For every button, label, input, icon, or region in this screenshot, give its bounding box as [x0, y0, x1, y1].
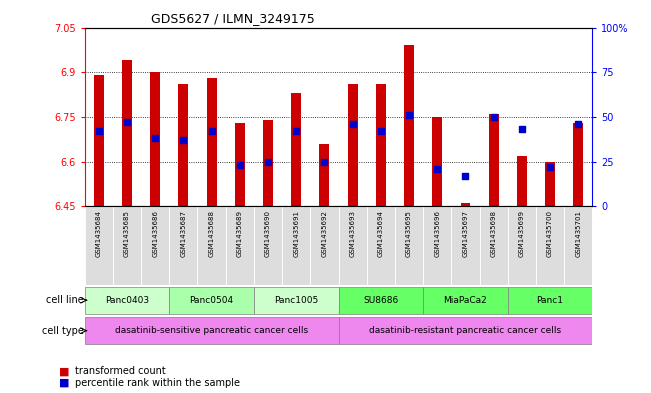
Text: ■: ■ [59, 366, 69, 376]
FancyBboxPatch shape [141, 206, 169, 285]
Bar [432, 117, 442, 206]
Point [263, 158, 273, 165]
Point [573, 121, 583, 127]
Bar [122, 60, 132, 206]
FancyBboxPatch shape [480, 206, 508, 285]
Bar [263, 120, 273, 206]
Text: MiaPaCa2: MiaPaCa2 [443, 296, 488, 305]
Bar [517, 156, 527, 206]
FancyBboxPatch shape [564, 206, 592, 285]
FancyBboxPatch shape [339, 317, 592, 344]
Text: cell line: cell line [46, 295, 84, 305]
FancyBboxPatch shape [113, 206, 141, 285]
FancyBboxPatch shape [311, 206, 339, 285]
Bar [376, 84, 386, 206]
FancyBboxPatch shape [536, 206, 564, 285]
Text: GSM1435694: GSM1435694 [378, 210, 384, 257]
Point [348, 121, 358, 127]
FancyBboxPatch shape [339, 286, 423, 314]
Text: GSM1435697: GSM1435697 [462, 210, 469, 257]
Text: GSM1435699: GSM1435699 [519, 210, 525, 257]
Text: GSM1435689: GSM1435689 [237, 210, 243, 257]
Text: transformed count: transformed count [75, 366, 165, 376]
Bar [94, 75, 104, 206]
FancyBboxPatch shape [226, 206, 254, 285]
Text: GSM1435688: GSM1435688 [208, 210, 215, 257]
Text: GSM1435690: GSM1435690 [265, 210, 271, 257]
FancyBboxPatch shape [367, 206, 395, 285]
Text: GDS5627 / ILMN_3249175: GDS5627 / ILMN_3249175 [150, 12, 314, 25]
FancyBboxPatch shape [339, 206, 367, 285]
FancyBboxPatch shape [85, 317, 339, 344]
Point [206, 128, 217, 134]
Text: cell type: cell type [42, 326, 84, 336]
Point [545, 164, 555, 170]
Text: Panc0504: Panc0504 [189, 296, 234, 305]
Point [432, 165, 443, 172]
FancyBboxPatch shape [197, 206, 226, 285]
FancyBboxPatch shape [508, 206, 536, 285]
Text: dasatinib-resistant pancreatic cancer cells: dasatinib-resistant pancreatic cancer ce… [369, 326, 562, 335]
Text: GSM1435685: GSM1435685 [124, 210, 130, 257]
FancyBboxPatch shape [282, 206, 311, 285]
Point [460, 173, 471, 179]
Text: GSM1435686: GSM1435686 [152, 210, 158, 257]
FancyBboxPatch shape [508, 286, 592, 314]
FancyBboxPatch shape [254, 206, 282, 285]
FancyBboxPatch shape [85, 286, 169, 314]
Text: Panc1005: Panc1005 [274, 296, 318, 305]
Text: ■: ■ [59, 378, 69, 388]
FancyBboxPatch shape [254, 286, 339, 314]
Point [488, 114, 499, 120]
Text: GSM1435695: GSM1435695 [406, 210, 412, 257]
Bar [574, 123, 583, 206]
Bar [178, 84, 188, 206]
Bar [545, 162, 555, 206]
Point [404, 112, 414, 118]
FancyBboxPatch shape [423, 206, 451, 285]
Point [178, 137, 189, 143]
Bar [150, 72, 160, 206]
Text: GSM1435701: GSM1435701 [575, 210, 581, 257]
FancyBboxPatch shape [395, 206, 423, 285]
Point [517, 126, 527, 132]
Bar [404, 46, 414, 206]
FancyBboxPatch shape [169, 206, 197, 285]
Text: Panc0403: Panc0403 [105, 296, 149, 305]
Point [319, 158, 329, 165]
Bar [348, 84, 357, 206]
Bar [320, 144, 329, 206]
Bar [489, 114, 499, 206]
Point [150, 135, 160, 141]
Text: SU8686: SU8686 [363, 296, 398, 305]
Text: GSM1435687: GSM1435687 [180, 210, 186, 257]
Text: GSM1435698: GSM1435698 [491, 210, 497, 257]
Text: dasatinib-sensitive pancreatic cancer cells: dasatinib-sensitive pancreatic cancer ce… [115, 326, 308, 335]
FancyBboxPatch shape [169, 286, 254, 314]
Text: GSM1435696: GSM1435696 [434, 210, 440, 257]
Text: GSM1435693: GSM1435693 [350, 210, 355, 257]
Point [234, 162, 245, 168]
Point [291, 128, 301, 134]
Point [94, 128, 104, 134]
Point [376, 128, 386, 134]
Text: GSM1435691: GSM1435691 [293, 210, 299, 257]
Text: percentile rank within the sample: percentile rank within the sample [75, 378, 240, 388]
FancyBboxPatch shape [423, 286, 508, 314]
FancyBboxPatch shape [451, 206, 480, 285]
Text: GSM1435692: GSM1435692 [322, 210, 327, 257]
Text: GSM1435684: GSM1435684 [96, 210, 102, 257]
Bar [291, 93, 301, 206]
Point [122, 119, 132, 125]
Text: GSM1435700: GSM1435700 [547, 210, 553, 257]
Text: Panc1: Panc1 [536, 296, 564, 305]
FancyBboxPatch shape [85, 206, 113, 285]
Bar [206, 78, 217, 206]
Bar [235, 123, 245, 206]
Bar [460, 203, 471, 206]
